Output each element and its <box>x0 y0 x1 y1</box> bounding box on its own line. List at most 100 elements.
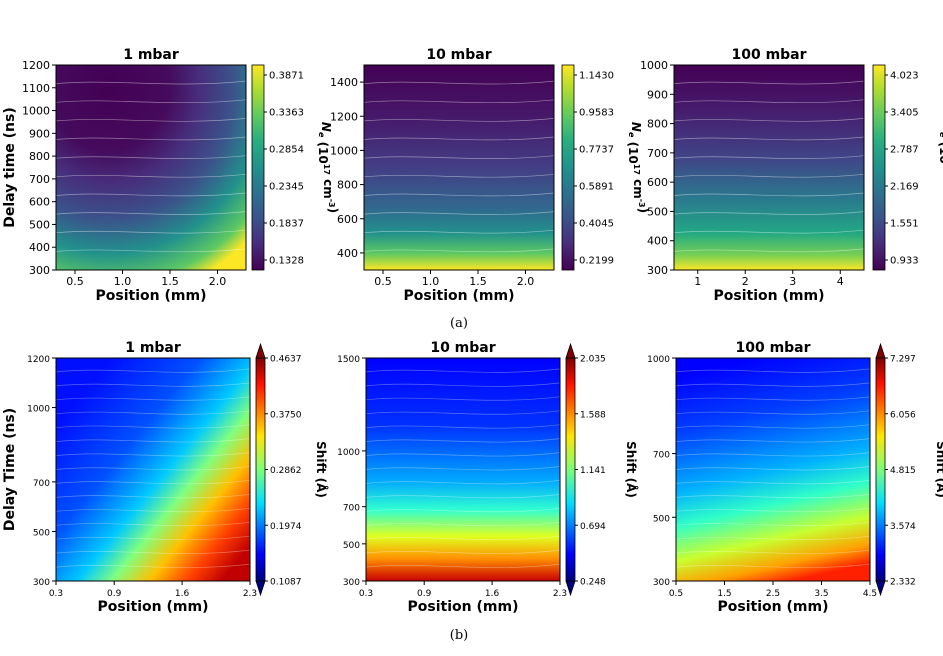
y-tick-label: 1200 <box>27 355 50 365</box>
contour-line <box>55 99 247 104</box>
contour-line <box>55 229 247 234</box>
colorbar-min-arrow <box>255 580 266 597</box>
colorbar <box>565 357 576 582</box>
colorbar-tick-label: 0.1087 <box>270 578 302 588</box>
colorbar-tick-label: 2.332 <box>890 578 916 588</box>
x-tick-label: 4.5 <box>863 589 877 599</box>
contour-line <box>55 494 251 499</box>
colorbar-tick-label: 0.4045 <box>579 219 614 230</box>
colorbar-tick-label: 6.056 <box>890 410 916 420</box>
colorbar-tick-label: 0.7737 <box>579 145 614 156</box>
contour-line <box>363 211 555 215</box>
contour-lines <box>675 368 871 568</box>
colorbar-tick-label: 0.3750 <box>270 410 302 420</box>
contour-line <box>675 466 871 471</box>
colorbar-label: Shift (Å) <box>934 441 943 498</box>
y-tick-label: 600 <box>337 213 358 226</box>
y-tick-label: 1000 <box>647 355 670 365</box>
contour-line <box>673 155 865 159</box>
contour-line <box>363 99 555 104</box>
contour-line <box>363 248 555 253</box>
x-tick-label: 2 <box>742 275 749 288</box>
y-tick-label: 300 <box>29 264 50 277</box>
contour-line <box>673 229 865 234</box>
colorbar-tick-label: 3.405 <box>890 108 919 119</box>
contour-line <box>675 438 871 443</box>
contour-line <box>365 438 561 443</box>
colorbar-tick-label: 0.2199 <box>579 256 614 267</box>
colorbar-tick-label: 1.1430 <box>579 71 614 82</box>
x-tick-label: 2.0 <box>517 275 535 288</box>
contour-line <box>365 507 561 513</box>
x-tick-label: 0.5 <box>374 275 392 288</box>
plot-frame <box>363 64 555 271</box>
contour-field <box>674 65 864 270</box>
x-tick-label: 2.3 <box>243 589 257 599</box>
colorbar <box>251 64 265 271</box>
contour-line <box>365 368 561 373</box>
x-tick-label: 0.3 <box>359 589 373 599</box>
contour-line <box>673 248 865 253</box>
colorbar-tick-label: 0.2854 <box>269 145 304 156</box>
colorbar-max-arrow <box>565 342 576 359</box>
chart-title: 1 mbar <box>123 47 179 63</box>
colorbar-tick-label: 0.248 <box>580 578 606 588</box>
y-axis-label: Delay Time (ns) <box>2 408 18 531</box>
colorbar-tick-label: 2.787 <box>890 145 919 156</box>
x-tick-label: 0.5 <box>669 589 683 599</box>
contour-line <box>365 452 561 457</box>
chart-title: 10 mbar <box>430 340 495 356</box>
x-tick-label: 1.6 <box>175 589 190 599</box>
contour-line <box>675 563 871 568</box>
colorbar <box>561 64 575 271</box>
colorbar-tick-label: 0.2862 <box>270 466 302 476</box>
chart-title: 1 mbar <box>125 340 181 356</box>
contour-line <box>55 382 251 387</box>
colorbar-max-arrow <box>875 342 886 359</box>
contour-line <box>55 173 247 178</box>
contour-line <box>675 452 871 457</box>
y-tick-label: 700 <box>343 504 360 514</box>
contour-line <box>55 410 251 415</box>
contour-line <box>365 466 561 471</box>
contour-line <box>55 466 251 471</box>
contour-line <box>673 173 865 178</box>
contour-lines <box>55 80 247 253</box>
colorbar-max-arrow <box>255 342 266 359</box>
y-tick-label: 800 <box>29 150 50 163</box>
colorbar <box>872 64 886 271</box>
chart-panel-b-100mbar: 100 mbar 0.5 1.5 2.5 3.5 4.5 300 500 700 1000 Posi… <box>647 340 943 615</box>
contour-line <box>673 192 865 197</box>
y-tick-label: 800 <box>337 179 358 192</box>
x-tick-label: 0.9 <box>107 589 122 599</box>
contour-line <box>55 211 247 215</box>
x-tick-label: 0.9 <box>417 589 432 599</box>
x-tick-label: 2.0 <box>209 275 227 288</box>
colorbar-tick-label: 0.933 <box>890 256 919 267</box>
y-tick-label: 400 <box>29 241 50 254</box>
contour-lines <box>365 368 561 568</box>
x-axis-label: Position (mm) <box>408 599 519 615</box>
contour-line <box>365 521 561 527</box>
colorbar-label: Ne (1017 cm-3) <box>626 122 650 213</box>
colorbar-tick-label: 0.1837 <box>269 219 304 230</box>
contour-line <box>55 438 251 443</box>
contour-field <box>364 65 554 270</box>
contour-line <box>55 192 247 197</box>
plot-frame <box>365 357 561 582</box>
colorbar-tick-label: 0.1974 <box>270 522 302 532</box>
x-axis-label: Position (mm) <box>98 599 209 615</box>
x-tick-label: 1.5 <box>161 275 179 288</box>
contour-line <box>55 549 251 554</box>
y-tick-label: 500 <box>33 528 50 538</box>
y-tick-label: 500 <box>653 514 670 524</box>
y-tick-label: 900 <box>647 88 668 101</box>
x-axis-label: Position (mm) <box>96 288 207 304</box>
contour-line <box>365 382 561 387</box>
y-tick-label: 600 <box>29 196 50 209</box>
y-tick-label: 700 <box>647 147 668 160</box>
contour-line <box>363 80 555 85</box>
chart-panel-b-10mbar: 10 mbar 0.3 0.9 1.6 2.3 300 500 700 1000 1500 Posi… <box>337 340 639 615</box>
colorbar-tick-label: 0.694 <box>580 522 606 532</box>
